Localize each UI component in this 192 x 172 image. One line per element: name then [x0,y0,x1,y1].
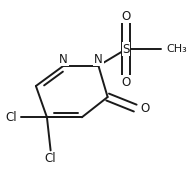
Text: O: O [141,102,150,115]
Text: O: O [121,10,131,23]
Text: Cl: Cl [45,152,56,165]
Text: Cl: Cl [6,111,17,124]
Text: S: S [122,43,130,56]
Text: CH₃: CH₃ [166,44,187,54]
Text: N: N [59,53,68,66]
Text: O: O [121,76,131,89]
Text: N: N [94,53,103,66]
